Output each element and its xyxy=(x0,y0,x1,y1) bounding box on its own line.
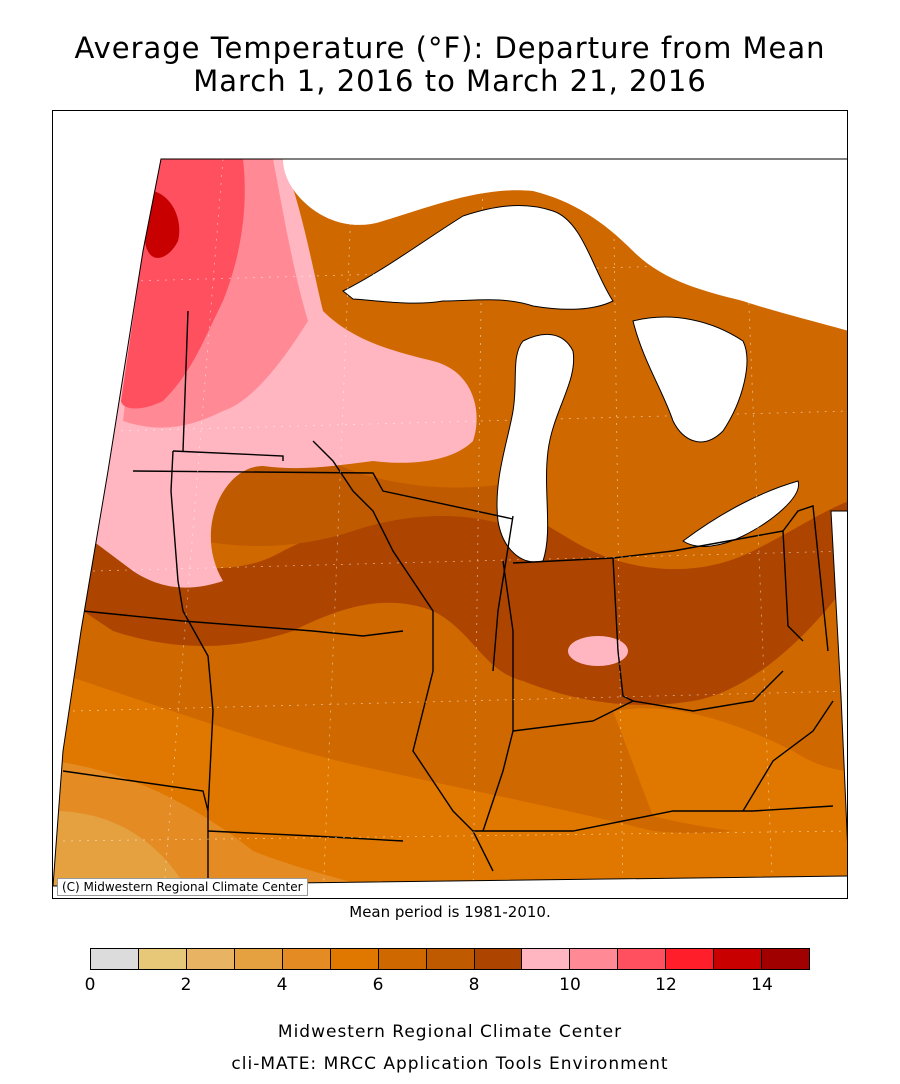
temperature-departure-map: (C) Midwestern Regional Climate Center xyxy=(52,110,848,899)
legend-swatch xyxy=(666,949,715,969)
state-boundaries xyxy=(62,310,834,886)
legend-swatch xyxy=(714,949,763,969)
region-outline xyxy=(53,158,847,887)
lat-lon-grid xyxy=(62,159,847,886)
lake-huron xyxy=(632,316,748,443)
map-date-range: March 1, 2016 to March 21, 2016 xyxy=(193,64,707,98)
lake-superior xyxy=(342,205,614,310)
legend-swatch xyxy=(234,949,283,969)
mean-period-note: Mean period is 1981-2010. xyxy=(349,903,551,921)
legend-swatch xyxy=(474,949,523,969)
legend-tick-label: 12 xyxy=(655,975,677,995)
lake-erie xyxy=(682,480,799,547)
legend-swatch xyxy=(378,949,427,969)
legend-tick-label: 0 xyxy=(84,975,96,995)
legend-swatch xyxy=(522,949,571,969)
legend-swatch xyxy=(186,949,235,969)
legend-swatch xyxy=(138,949,187,969)
map-canvas xyxy=(53,158,847,887)
legend-swatch xyxy=(570,949,619,969)
map-title: Average Temperature (°F): Departure from… xyxy=(74,31,826,65)
ohio-valley-zone xyxy=(613,708,847,836)
southwest-zone-4-5 xyxy=(53,811,193,886)
zone-8-9 xyxy=(83,498,847,705)
legend-swatch xyxy=(282,949,331,969)
legend-tick-label: 2 xyxy=(180,975,192,995)
legend-swatch xyxy=(91,949,139,969)
copyright-notice: (C) Midwestern Regional Climate Center xyxy=(57,878,308,896)
legend-swatch xyxy=(762,949,810,969)
legend-tick-label: 4 xyxy=(276,975,288,995)
legend-swatch xyxy=(330,949,379,969)
legend-swatch xyxy=(426,949,475,969)
zone-13-14 xyxy=(145,191,180,258)
legend-tick-label: 6 xyxy=(372,975,384,995)
south-zone-6-7 xyxy=(53,671,847,886)
legend-tick-label: 14 xyxy=(751,975,773,995)
indiana-warm-spot xyxy=(568,636,628,666)
legend-tick-label: 10 xyxy=(559,975,581,995)
legend-tick-label: 8 xyxy=(468,975,480,995)
legend-swatch xyxy=(618,949,667,969)
canada-no-data xyxy=(283,159,847,331)
footer-application: cli-MATE: MRCC Application Tools Environ… xyxy=(231,1054,669,1074)
footer-organization: Midwestern Regional Climate Center xyxy=(277,1022,623,1042)
color-legend xyxy=(90,948,810,970)
